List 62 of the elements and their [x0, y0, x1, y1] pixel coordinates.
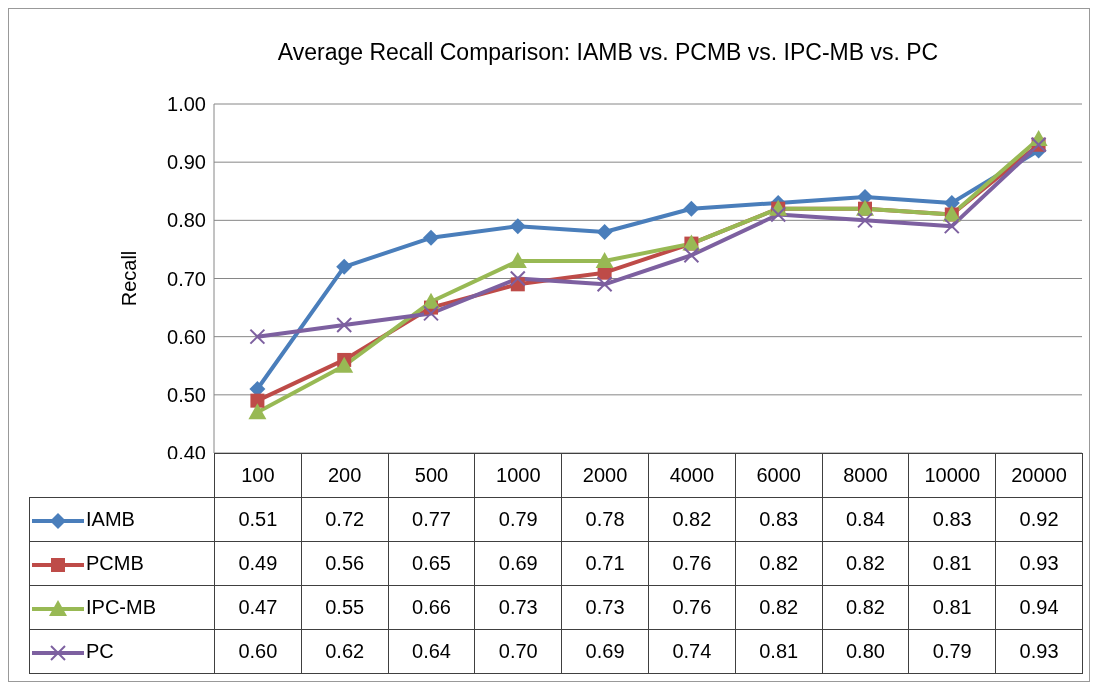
data-label: 0.51	[214, 497, 302, 542]
data-label: 0.80	[822, 629, 909, 674]
x-tick-label: 500	[388, 453, 475, 498]
data-label: 0.83	[908, 497, 996, 542]
data-label: 0.76	[648, 541, 736, 586]
x-tick-label: 8000	[822, 453, 909, 498]
data-label: 0.64	[388, 629, 475, 674]
x-tick-label: 200	[301, 453, 389, 498]
y-tick-label: 0.80	[167, 209, 206, 232]
y-tick-label: 0.60	[167, 325, 206, 348]
data-label: 0.74	[648, 629, 736, 674]
data-label: 0.70	[474, 629, 562, 674]
x-tick-label: 100	[214, 453, 302, 498]
data-label: 0.82	[822, 585, 909, 630]
data-label: 0.56	[301, 541, 389, 586]
data-label: 0.93	[995, 541, 1083, 586]
x-tick-label: 4000	[648, 453, 736, 498]
data-label: 0.55	[301, 585, 389, 630]
data-label: 0.81	[908, 585, 996, 630]
data-label: 0.60	[214, 629, 302, 674]
x-tick-label: 10000	[908, 453, 996, 498]
legend-label: PCMB	[86, 552, 144, 574]
data-label: 0.76	[648, 585, 736, 630]
data-label: 0.69	[474, 541, 562, 586]
x-tick-label: 1000	[474, 453, 562, 498]
data-label: 0.69	[561, 629, 649, 674]
y-tick-label: 0.70	[167, 267, 206, 290]
data-label: 0.77	[388, 497, 475, 542]
data-label: 0.82	[735, 585, 823, 630]
y-tick-label: 0.50	[167, 383, 206, 406]
y-axis-title: Recall	[118, 250, 141, 307]
x-tick-label: 6000	[735, 453, 823, 498]
data-label: 0.72	[301, 497, 389, 542]
data-label: 0.82	[735, 541, 823, 586]
data-label: 0.81	[908, 541, 996, 586]
data-label: 0.82	[822, 541, 909, 586]
data-label: 0.81	[735, 629, 823, 674]
chart-title: Average Recall Comparison: IAMB vs. PCMB vs. IPC-MB vs. PC	[276, 39, 940, 66]
y-tick-label: 1.00	[167, 93, 206, 116]
data-label: 0.47	[214, 585, 302, 630]
data-label: 0.94	[995, 585, 1083, 630]
data-label: 0.79	[908, 629, 996, 674]
data-label: 0.73	[561, 585, 649, 630]
data-label: 0.62	[301, 629, 389, 674]
data-label: 0.79	[474, 497, 562, 542]
legend-label: IPC-MB	[86, 596, 156, 618]
legend-label: IAMB	[86, 508, 135, 530]
x-tick-label: 2000	[561, 453, 649, 498]
x-tick-label: 20000	[995, 453, 1083, 498]
data-label: 0.65	[388, 541, 475, 586]
data-label: 0.92	[995, 497, 1083, 542]
data-label: 0.78	[561, 497, 649, 542]
data-label: 0.84	[822, 497, 909, 542]
data-label: 0.82	[648, 497, 736, 542]
data-label: 0.49	[214, 541, 302, 586]
data-label: 0.83	[735, 497, 823, 542]
y-tick-label: 0.90	[167, 151, 206, 174]
data-label: 0.71	[561, 541, 649, 586]
data-label: 0.73	[474, 585, 562, 630]
legend-label: PC	[86, 640, 114, 662]
data-label: 0.66	[388, 585, 475, 630]
data-label: 0.93	[995, 629, 1083, 674]
